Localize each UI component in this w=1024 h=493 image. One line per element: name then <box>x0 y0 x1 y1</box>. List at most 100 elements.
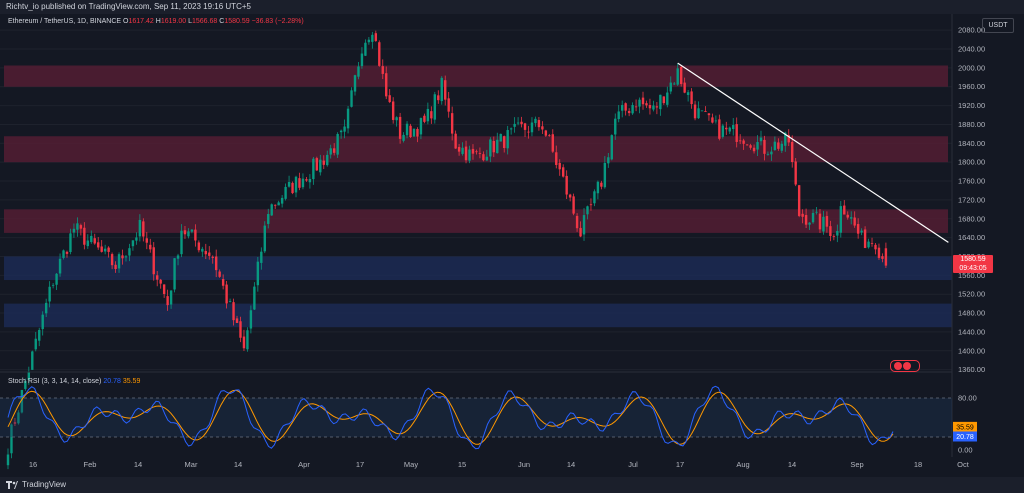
candle <box>478 147 482 159</box>
candle-body <box>350 90 353 107</box>
candle-body <box>516 122 520 124</box>
candle <box>527 125 530 139</box>
candle-body <box>353 75 357 92</box>
candle-body <box>149 244 152 250</box>
candle <box>836 224 839 243</box>
candle-body <box>138 219 142 237</box>
candle <box>301 173 305 190</box>
candle <box>159 278 162 289</box>
candle <box>183 225 187 239</box>
candle <box>603 156 607 189</box>
flag-icon <box>894 362 902 370</box>
candle-body <box>235 318 239 323</box>
candle <box>843 200 846 215</box>
candle <box>791 135 794 168</box>
price-tick-label: 1520.00 <box>958 290 985 299</box>
candle-body <box>832 236 836 238</box>
candle-body <box>843 205 846 215</box>
zones <box>4 65 952 328</box>
candle <box>360 47 364 69</box>
candle <box>707 112 711 121</box>
candle <box>364 39 367 56</box>
footer: TradingView <box>0 477 1024 493</box>
time-tick-label: 17 <box>676 460 684 469</box>
candle <box>225 281 228 309</box>
candle-body <box>169 290 173 305</box>
candle-body <box>135 237 138 241</box>
candle-body <box>228 301 232 303</box>
candle-body <box>128 248 131 256</box>
candle-body <box>270 204 273 216</box>
candle <box>319 154 322 176</box>
events-flag[interactable] <box>890 360 920 372</box>
candle-body <box>728 127 731 132</box>
candle-body <box>884 248 888 266</box>
candle-body <box>492 141 495 153</box>
candle <box>648 98 652 115</box>
candle <box>69 228 72 255</box>
candle <box>617 105 620 123</box>
candle-body <box>600 182 603 187</box>
candle <box>822 210 825 235</box>
candle <box>856 218 860 239</box>
candle-body <box>541 126 544 130</box>
candle <box>659 94 662 116</box>
candle-body <box>638 99 641 107</box>
candle <box>48 281 51 308</box>
candle-body <box>610 135 613 160</box>
candle <box>572 193 575 216</box>
candle <box>593 189 596 207</box>
candle <box>777 138 780 151</box>
candle <box>294 175 298 198</box>
candle <box>287 175 291 188</box>
candle-body <box>357 66 360 77</box>
time-tick-label: Jun <box>518 460 530 469</box>
candle-body <box>298 178 301 188</box>
candle <box>652 100 655 112</box>
stoch-rsi-title: Stoch RSI (3, 3, 14, 14, close) <box>8 378 102 385</box>
candle <box>142 218 145 242</box>
candle-body <box>732 125 735 130</box>
candle-body <box>721 125 725 137</box>
candle-body <box>707 113 711 116</box>
candle <box>249 305 253 334</box>
candle <box>273 204 277 209</box>
candle <box>107 246 110 258</box>
time-tick-label: Aug <box>736 460 749 469</box>
candle-body <box>284 186 287 199</box>
candle <box>645 100 648 108</box>
candle-body <box>676 68 679 85</box>
candle <box>291 181 294 195</box>
candle <box>749 143 752 150</box>
candle <box>166 289 169 311</box>
candle <box>162 284 166 298</box>
candle <box>575 213 579 232</box>
candle <box>31 350 34 371</box>
candle-body <box>562 167 565 177</box>
candle <box>666 86 669 108</box>
candle-body <box>38 330 41 341</box>
candle-body <box>791 141 794 163</box>
candle <box>100 240 103 253</box>
candle-body <box>159 279 162 284</box>
candle <box>117 252 121 273</box>
currency-button[interactable]: USDT <box>982 18 1014 33</box>
candle-body <box>83 227 86 245</box>
candle-body <box>131 240 135 247</box>
candle-body <box>652 105 655 110</box>
candle-body <box>804 215 808 225</box>
candle <box>513 117 516 133</box>
candle <box>326 150 329 167</box>
candle-body <box>461 147 464 154</box>
candle-body <box>319 159 322 173</box>
candle <box>714 115 718 124</box>
candle-body <box>218 271 221 277</box>
candle-body <box>725 127 728 130</box>
candle <box>725 121 728 135</box>
candle <box>332 143 336 156</box>
candle-body <box>874 244 877 250</box>
candle <box>430 106 433 124</box>
candle <box>579 221 582 238</box>
candle-body <box>503 136 506 149</box>
candle <box>169 290 173 309</box>
